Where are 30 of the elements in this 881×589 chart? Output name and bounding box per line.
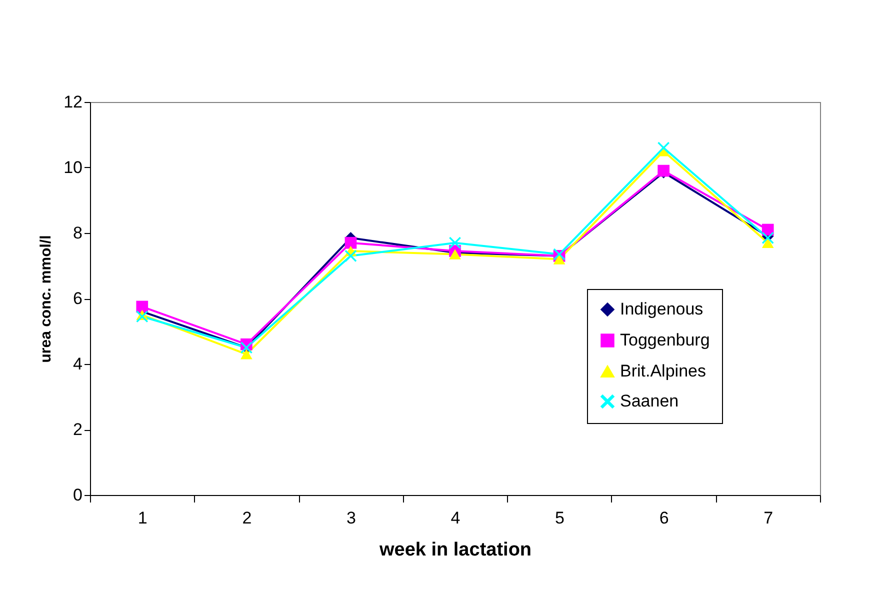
y-tick-label: 0 <box>73 486 82 504</box>
point <box>553 254 566 264</box>
point <box>344 250 357 262</box>
point <box>136 310 148 322</box>
point <box>240 349 252 360</box>
x-tick-label: 1 <box>138 508 148 528</box>
x-tick-label: 5 <box>555 508 565 528</box>
x-tick-label: 3 <box>346 508 356 528</box>
y-tick-label: 4 <box>73 354 82 374</box>
y-tick-label: 6 <box>73 289 82 308</box>
x-axis-title: week in lactation <box>378 540 532 560</box>
y-axis-title: urea conc. mmol/l <box>38 235 55 363</box>
x-tick-label: 4 <box>450 508 460 528</box>
x-tick-label: 6 <box>659 508 669 528</box>
point <box>344 236 357 249</box>
y-tick-label: 10 <box>64 158 82 177</box>
point <box>658 142 670 154</box>
point <box>762 238 774 248</box>
x-tick-label: 7 <box>764 508 774 528</box>
legend-label: Indigenous <box>620 300 704 318</box>
y-tick-label: 2 <box>73 420 82 439</box>
y-tick-label: 8 <box>73 224 82 242</box>
legend-label: Saanen <box>620 392 679 410</box>
legend-label: Toggenburg <box>620 330 710 350</box>
y-tick-label: 12 <box>64 92 82 112</box>
point <box>449 249 461 260</box>
x-tick-label: 2 <box>242 508 252 528</box>
point <box>449 236 461 249</box>
point <box>136 300 148 313</box>
legend-label: Brit.Alpines <box>620 362 706 380</box>
